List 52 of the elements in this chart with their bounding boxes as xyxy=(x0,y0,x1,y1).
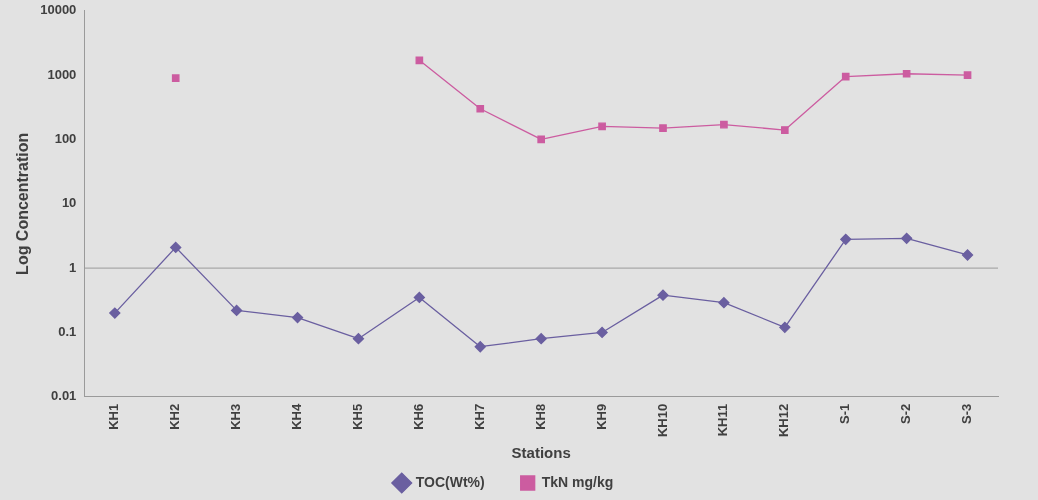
x-tick-label: KH12 xyxy=(776,403,792,438)
y-tick-label: 1 xyxy=(69,259,77,275)
point xyxy=(779,321,791,333)
point xyxy=(171,74,180,82)
x-tick-label: S-2 xyxy=(898,403,914,424)
x-tick-label: KH11 xyxy=(715,403,731,437)
point xyxy=(596,326,608,339)
point xyxy=(415,56,424,65)
x-tick-label: KH1 xyxy=(106,403,122,430)
point xyxy=(413,291,426,304)
point xyxy=(109,307,121,319)
y-tick-label: 1000 xyxy=(47,66,77,82)
y-tick-label: 0.01 xyxy=(51,388,77,404)
point xyxy=(902,69,911,78)
legend-label: TkN mg/kg xyxy=(541,473,614,490)
point xyxy=(474,341,486,353)
legend-label: TOC(Wt%) xyxy=(415,473,485,490)
point xyxy=(657,289,669,301)
point xyxy=(963,71,972,79)
y-tick-label: 100 xyxy=(54,131,77,147)
point xyxy=(961,249,974,261)
x-tick-label: S-1 xyxy=(837,403,853,424)
x-tick-label: KH4 xyxy=(289,403,305,430)
x-tick-label: KH8 xyxy=(532,403,548,430)
x-axis-title: Stations xyxy=(511,444,571,462)
y-tick-label: 10000 xyxy=(40,2,77,18)
y-tick-label: 0.1 xyxy=(58,324,77,340)
x-tick-label: KH9 xyxy=(593,403,609,430)
point xyxy=(780,126,789,134)
x-tick-label: KH5 xyxy=(350,403,366,430)
point xyxy=(841,72,850,81)
point xyxy=(720,120,728,129)
point xyxy=(535,333,547,345)
point xyxy=(840,233,852,245)
y-tick-label: 10 xyxy=(61,195,77,211)
point xyxy=(476,104,485,113)
x-tick-label: S-3 xyxy=(959,403,975,424)
x-tick-label: KH3 xyxy=(228,403,244,430)
point xyxy=(718,297,730,309)
y-axis-title: Log Concentration xyxy=(14,132,32,275)
x-tick-label: KH10 xyxy=(654,403,670,438)
x-tick-label: KH2 xyxy=(167,403,183,430)
point xyxy=(230,304,243,317)
point xyxy=(291,311,304,324)
point xyxy=(537,135,546,144)
point xyxy=(598,122,606,131)
point xyxy=(352,333,365,345)
x-tick-label: KH7 xyxy=(471,403,487,430)
point xyxy=(900,232,913,245)
point xyxy=(659,124,667,132)
x-tick-label: KH6 xyxy=(410,403,426,430)
point xyxy=(170,241,182,254)
